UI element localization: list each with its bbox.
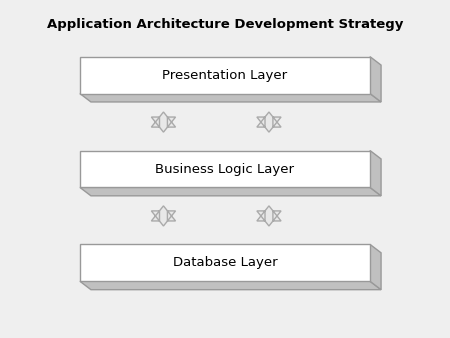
FancyBboxPatch shape: [80, 150, 370, 188]
Polygon shape: [257, 206, 281, 226]
Text: Database Layer: Database Layer: [173, 256, 277, 269]
Polygon shape: [370, 57, 381, 102]
FancyBboxPatch shape: [80, 57, 370, 94]
Text: Business Logic Layer: Business Logic Layer: [156, 163, 294, 175]
Polygon shape: [80, 94, 381, 102]
Polygon shape: [80, 281, 381, 290]
Polygon shape: [80, 188, 381, 196]
Text: Application Architecture Development Strategy: Application Architecture Development Str…: [47, 18, 403, 31]
Polygon shape: [370, 150, 381, 196]
Polygon shape: [151, 112, 176, 132]
Polygon shape: [151, 206, 176, 226]
Polygon shape: [370, 244, 381, 290]
Text: Presentation Layer: Presentation Layer: [162, 69, 288, 82]
FancyBboxPatch shape: [80, 244, 370, 281]
Polygon shape: [257, 112, 281, 132]
